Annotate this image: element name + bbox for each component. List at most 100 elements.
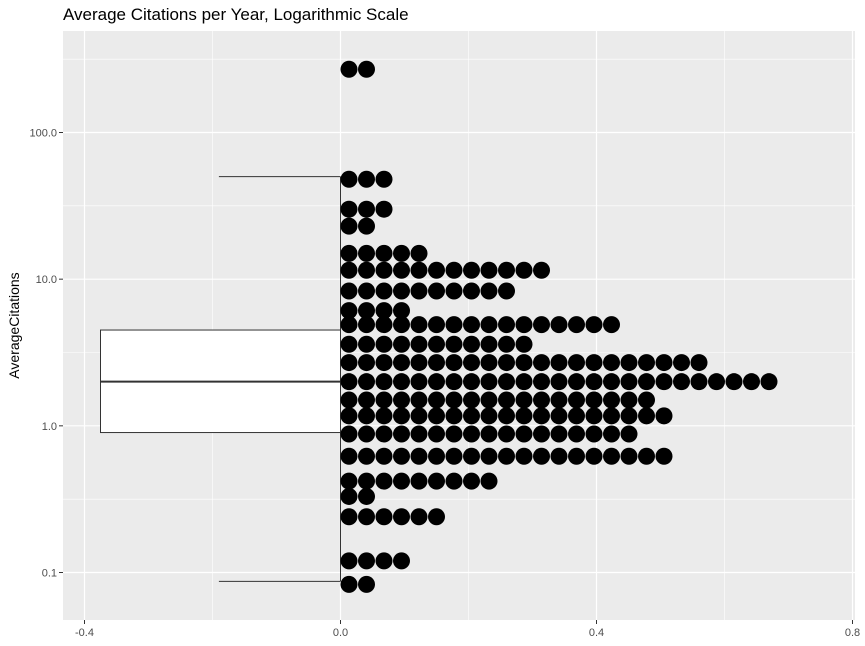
dot (550, 373, 568, 391)
dot (515, 407, 533, 425)
dot (498, 373, 515, 391)
dot (410, 261, 428, 279)
dot (375, 316, 393, 334)
dot (533, 407, 550, 425)
dot (673, 373, 690, 391)
dot (428, 261, 445, 279)
dot (428, 391, 445, 409)
dot (760, 373, 778, 391)
dot (340, 508, 358, 526)
dot (603, 407, 620, 425)
dot (480, 282, 498, 300)
dot (358, 60, 375, 78)
dot (375, 425, 393, 443)
dot (515, 261, 533, 279)
dot (568, 447, 585, 465)
dot (428, 472, 445, 490)
dot (498, 282, 515, 300)
dot (568, 425, 585, 443)
dot (533, 316, 550, 334)
dot (480, 373, 498, 391)
dot (393, 373, 410, 391)
dot (445, 373, 463, 391)
dot (515, 447, 533, 465)
dot (393, 244, 410, 262)
dot (743, 373, 760, 391)
dot (480, 354, 498, 372)
dot (480, 391, 498, 409)
chart-title: Average Citations per Year, Logarithmic … (63, 5, 409, 24)
dot (568, 316, 585, 334)
dot (463, 391, 480, 409)
dot (620, 391, 638, 409)
dot (428, 282, 445, 300)
dot (515, 425, 533, 443)
dot (585, 391, 603, 409)
dot (620, 447, 638, 465)
dot (358, 425, 375, 443)
x-tick-label: 0.8 (845, 627, 860, 639)
y-axis-title: AverageCitations (6, 272, 22, 378)
dot (655, 447, 673, 465)
dot (393, 335, 410, 353)
dot (358, 170, 375, 188)
dot (463, 447, 480, 465)
dot (463, 354, 480, 372)
dot (340, 302, 358, 320)
dot (375, 354, 393, 372)
dot (358, 316, 375, 334)
dot (498, 335, 515, 353)
dot (358, 302, 375, 320)
boxplot (100, 67, 346, 582)
dot (515, 354, 533, 372)
dot (550, 354, 568, 372)
dot (375, 335, 393, 353)
dot (498, 425, 515, 443)
dot (533, 373, 550, 391)
dot (358, 407, 375, 425)
dot (620, 425, 638, 443)
dot (428, 316, 445, 334)
dot (410, 373, 428, 391)
dot (515, 335, 533, 353)
dot (620, 354, 638, 372)
dot (410, 244, 428, 262)
dot (340, 552, 358, 570)
dot (375, 391, 393, 409)
dot (480, 425, 498, 443)
dot (515, 316, 533, 334)
dot (638, 391, 655, 409)
dot (375, 244, 393, 262)
dot (463, 282, 480, 300)
dot (445, 407, 463, 425)
dot (393, 282, 410, 300)
dot (445, 425, 463, 443)
dot (463, 373, 480, 391)
dot (375, 261, 393, 279)
dot (603, 354, 620, 372)
dot (358, 282, 375, 300)
dot (358, 487, 375, 505)
dot (568, 407, 585, 425)
dot (463, 425, 480, 443)
dot (340, 487, 358, 505)
dot (480, 447, 498, 465)
dot (358, 508, 375, 526)
dot (375, 472, 393, 490)
dot (515, 391, 533, 409)
dot (533, 425, 550, 443)
dot (375, 407, 393, 425)
dot (393, 425, 410, 443)
dot (550, 447, 568, 465)
dot (480, 472, 498, 490)
dot (480, 316, 498, 334)
dot (358, 373, 375, 391)
dot (375, 282, 393, 300)
dot (620, 373, 638, 391)
dot (603, 373, 620, 391)
dot (498, 316, 515, 334)
dot (568, 373, 585, 391)
dot (375, 200, 393, 218)
x-tick-label: 0.4 (589, 627, 604, 639)
dot (533, 447, 550, 465)
